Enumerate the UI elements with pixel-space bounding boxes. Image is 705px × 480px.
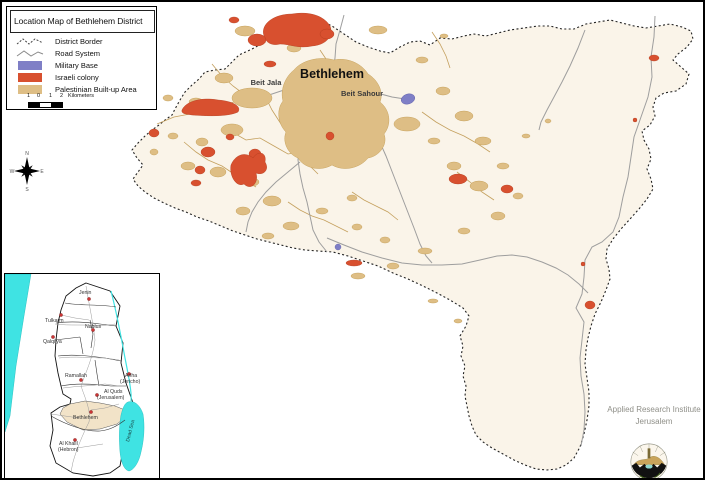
- west-bank-inset-map: Jenin Tulkarm Nablus Qalqilya Ramallah A…: [4, 273, 160, 478]
- inset-label-jericho: (Jericho): [120, 379, 140, 385]
- credit-line1: Applied Research Institute: [607, 405, 701, 414]
- legend-item-israeli-colony: Israeli colony: [15, 72, 99, 83]
- bethlehem-label: Bethlehem: [300, 67, 364, 81]
- logo-olive-leaf: [654, 472, 661, 478]
- mediterranean-sea: [5, 274, 32, 433]
- logo-gear: [631, 462, 667, 478]
- logo-rays: [632, 443, 666, 456]
- dead-sea: [119, 401, 145, 472]
- inset-city-labels: Jenin Tulkarm Nablus Qalqilya Ramallah A…: [43, 290, 140, 453]
- scale-unit: Kilometers: [68, 93, 94, 99]
- legend-label: Israeli colony: [55, 73, 99, 82]
- scale-bar: [28, 102, 63, 108]
- compass-e: E: [40, 169, 44, 175]
- inset-governorate-borders: [50, 302, 126, 432]
- inset-label-ramallah: Ramallah: [65, 373, 87, 379]
- beit-sahour-label: Beit Sahour: [341, 89, 383, 98]
- inset-label-hebron: (Hebron): [58, 447, 79, 453]
- scale-tick: 2: [60, 93, 64, 99]
- inset-label-dead-sea: Dead Sea: [125, 419, 136, 442]
- israeli-colony-swatch: [15, 72, 49, 83]
- main-map-labels: Bethlehem Beit Jala Beit Sahour: [251, 67, 384, 98]
- legend-label: Palestinian Built-up Area: [55, 85, 137, 94]
- inset-label-qalqilya: Qalqilya: [43, 339, 62, 345]
- scale-tick: 0: [37, 93, 41, 99]
- inset-label-jenin: Jenin: [79, 290, 92, 296]
- inset-roads: [50, 285, 120, 473]
- scale-tick: 1: [49, 93, 53, 99]
- scale-tick: 1: [27, 93, 31, 99]
- arij-logo: [630, 443, 668, 478]
- inset-label-tulkarm: Tulkarm: [45, 318, 64, 324]
- compass-main-star: [14, 157, 40, 185]
- road-system-symbol: [15, 48, 49, 59]
- inset-label-al-quds: Al Quds: [104, 389, 123, 395]
- credit-text: Applied Research Institute Jerusalem: [594, 404, 703, 428]
- page-title: Location Map of Bethlehem District: [10, 10, 155, 33]
- beit-jala-label: Beit Jala: [251, 78, 283, 87]
- compass-s: S: [25, 187, 29, 193]
- inset-label-al-khalil: Al Khalil: [59, 441, 78, 447]
- inset-label-bethlehem: Bethlehem: [73, 415, 98, 421]
- compass-rose: N W E S: [10, 151, 45, 193]
- legend-item-military-base: Military Base: [15, 60, 98, 71]
- legend-item-palestinian-builtup: Palestinian Built-up Area: [15, 84, 137, 95]
- inset-label-jerusalem: (Jerusalem): [97, 395, 125, 401]
- inset-city-markers: [51, 297, 131, 442]
- palestinian-builtup-swatch: [15, 84, 49, 95]
- inset-label-nablus: Nablus: [85, 324, 102, 330]
- military-base-swatch: [15, 60, 49, 71]
- legend-label: Military Base: [55, 61, 98, 70]
- logo-olive-branch: [639, 475, 651, 478]
- credit-line2: Jerusalem: [635, 417, 673, 426]
- legend-box: Location Map of Bethlehem District Distr…: [6, 6, 157, 110]
- logo-water: [645, 464, 653, 469]
- legend-label: Road System: [55, 49, 101, 58]
- inset-bethlehem-district: [59, 400, 128, 431]
- compass-n: N: [25, 151, 29, 157]
- legend-item-road-system: Road System: [15, 48, 100, 59]
- inset-label-ariha: Ariha: [125, 373, 137, 379]
- military-bases: [334, 93, 416, 251]
- israeli-colonies: [148, 13, 660, 310]
- district-border-polygon: [131, 16, 694, 471]
- legend-item-district-border: District Border: [15, 36, 103, 47]
- logo-tower: [647, 448, 651, 459]
- district-border-symbol: [15, 36, 49, 47]
- jordan-river: [110, 290, 132, 402]
- compass-w: W: [10, 169, 15, 175]
- legend-label: District Border: [55, 37, 103, 46]
